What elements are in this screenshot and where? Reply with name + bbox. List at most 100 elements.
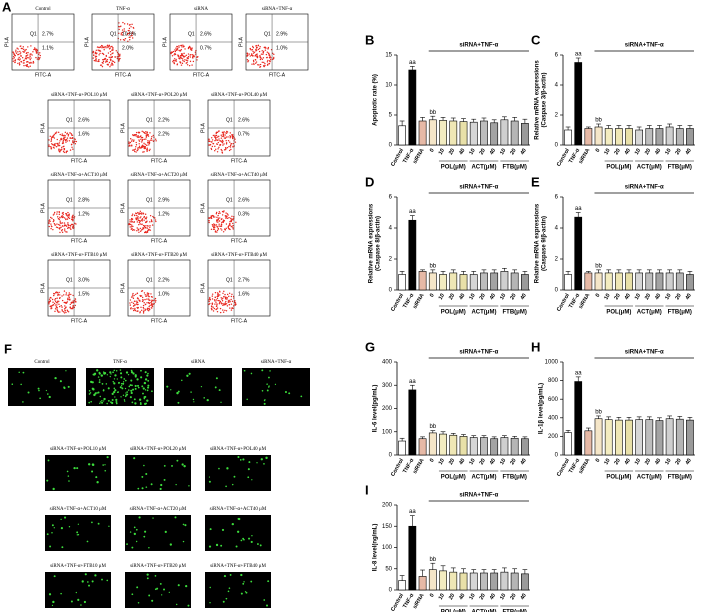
cell-dot [208, 221, 210, 224]
cell-spot [235, 545, 238, 548]
bar [480, 572, 488, 591]
axis-label: FITC-A [71, 158, 88, 164]
cell-dot [62, 134, 64, 137]
bar [428, 432, 437, 456]
cell-dot [66, 310, 69, 312]
cell-dot [182, 46, 185, 48]
axis-label: PI-A [120, 202, 126, 212]
cell-dot [17, 62, 19, 65]
cell-dot [148, 140, 151, 142]
y-tick-label: 200 [382, 406, 393, 412]
cell-dot [215, 139, 217, 141]
cell-dot [220, 223, 223, 225]
quadrant-value: 1.0% [158, 291, 170, 297]
cell-dot [69, 137, 72, 139]
cell-dot [216, 231, 218, 233]
cell-spot [147, 379, 150, 382]
significance-label: bb [429, 263, 436, 269]
cell-spot [134, 387, 137, 390]
cell-dot [138, 231, 140, 233]
cell-dot [210, 215, 213, 218]
x-tick-label: 10 [499, 148, 507, 156]
cell-dot [146, 220, 148, 222]
cell-dot [57, 310, 59, 312]
cell-dot [92, 57, 94, 59]
cell-dot [253, 61, 255, 63]
cell-dot [74, 143, 77, 145]
axis-label: FITC-A [151, 158, 168, 164]
cell-spot [106, 402, 108, 405]
cell-dot [147, 229, 149, 232]
cell-dot [17, 58, 19, 61]
cell-dot [61, 306, 63, 308]
cell-dot [191, 54, 194, 56]
significance-label: bb [429, 424, 436, 430]
bar [564, 274, 572, 291]
cell-spot [164, 530, 167, 533]
cell-dot [176, 47, 179, 50]
cell-dot [150, 300, 153, 303]
bracket-label: siRNA+TNF-α [459, 350, 498, 356]
y-tick-label: 0 [389, 453, 393, 459]
cell-dot [138, 212, 140, 214]
cell-dot [48, 139, 50, 141]
y-tick-label: 150 [382, 524, 393, 530]
cell-spot [170, 389, 172, 391]
cell-dot [132, 225, 134, 228]
cell-dot [51, 307, 53, 309]
cell-dot [134, 303, 136, 306]
cell-dot [218, 290, 221, 293]
axis-label: FITC-A [115, 72, 132, 78]
cell-spot [65, 370, 67, 372]
cell-dot [65, 231, 67, 233]
cell-dot [228, 295, 230, 298]
cell-dot [68, 295, 70, 297]
cell-spot [181, 379, 183, 382]
cell-dot [58, 223, 60, 226]
cell-spot [175, 603, 178, 606]
cell-spot [187, 604, 190, 607]
cell-dot [228, 149, 231, 152]
cell-dot [139, 295, 142, 297]
group-label: ACT(μM) [471, 610, 496, 612]
x-tick-label: 10 [438, 458, 446, 466]
cell-dot [56, 297, 58, 299]
cell-dot [92, 52, 94, 54]
x-tick-label: 20 [675, 458, 683, 466]
cell-spot [186, 374, 189, 377]
x-tick-label: 10 [499, 593, 507, 601]
cell-dot [139, 312, 141, 314]
cell-dot [181, 58, 184, 60]
cell-spot [114, 389, 117, 392]
group-label: POL(μM) [606, 475, 631, 481]
cell-spot [135, 540, 138, 543]
cell-dot [172, 60, 174, 63]
plot-title: siRNA+TNF-α+ACT10 μM [51, 173, 108, 178]
cell-dot [62, 213, 64, 215]
cell-dot [98, 50, 101, 52]
cell-dot [128, 36, 130, 39]
bar [398, 580, 406, 591]
cell-dot [122, 21, 124, 24]
cell-dot [152, 303, 155, 305]
cell-dot [50, 227, 52, 230]
plot-title: TNF-α [116, 7, 130, 12]
y-axis-label: Relative mRNA expressions [535, 60, 541, 140]
cell-dot [229, 132, 232, 134]
cell-dot [135, 133, 137, 136]
cell-dot [223, 296, 225, 298]
cell-dot [110, 64, 112, 66]
cell-dot [142, 212, 144, 214]
cell-dot [151, 224, 154, 226]
cell-spot [244, 591, 247, 593]
cell-dot [181, 53, 184, 55]
cell-dot [225, 140, 227, 142]
cell-dot [227, 225, 230, 228]
cell-dot [142, 228, 145, 230]
cell-spot [267, 580, 270, 583]
x-tick-label: 10 [664, 458, 672, 466]
significance-label: aa [575, 206, 582, 212]
cell-spot [88, 401, 91, 404]
cell-dot [138, 219, 140, 222]
cell-dot [120, 32, 123, 34]
